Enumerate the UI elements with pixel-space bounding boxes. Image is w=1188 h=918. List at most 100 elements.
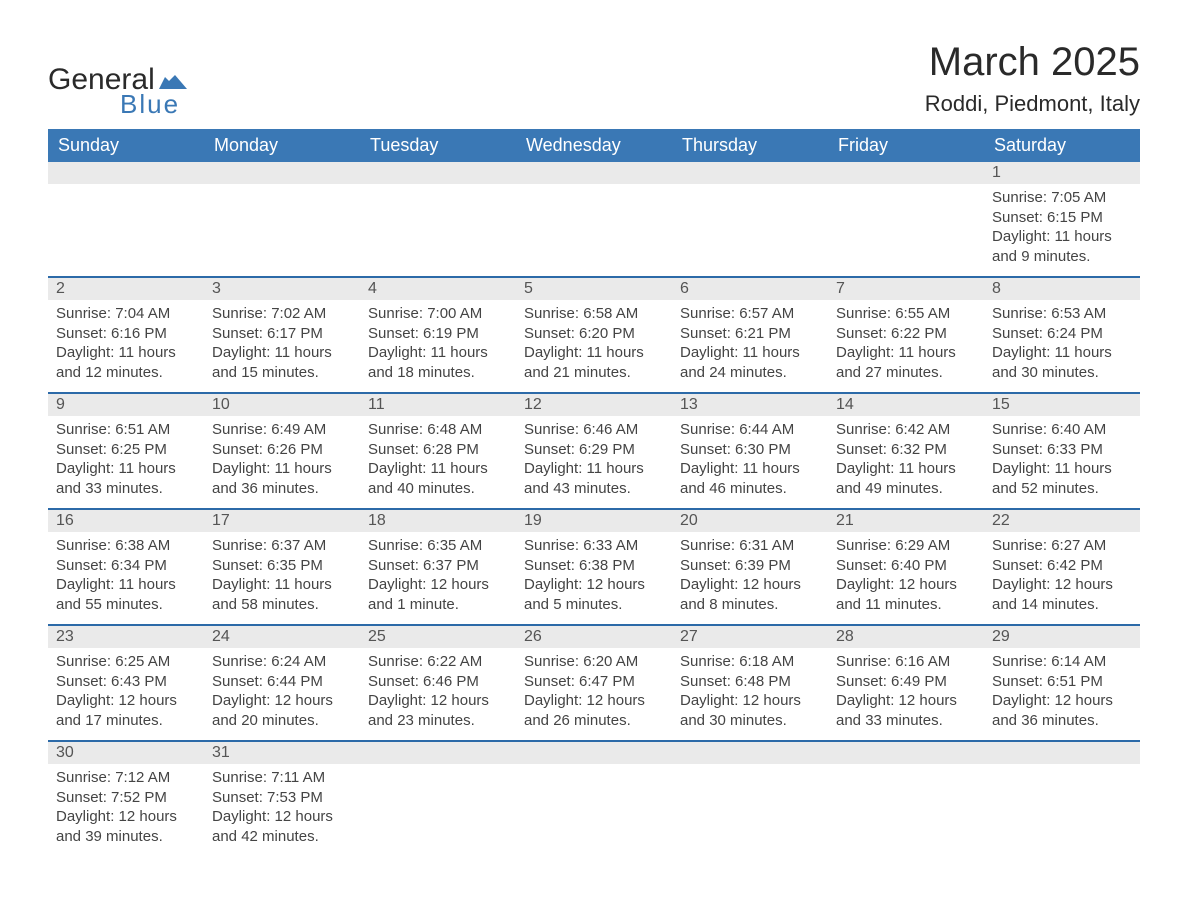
day-data-cell [516,184,672,277]
day-daylight1: Daylight: 11 hours [212,459,352,479]
day-daylight2: and 49 minutes. [836,479,976,499]
day-number-cell: 26 [516,625,672,648]
day-sunrise: Sunrise: 7:04 AM [56,304,196,324]
day-data-cell [48,184,204,277]
day-daylight2: and 15 minutes. [212,363,352,383]
day-sunrise: Sunrise: 6:37 AM [212,536,352,556]
day-data-cell [672,184,828,277]
day-sunrise: Sunrise: 6:55 AM [836,304,976,324]
day-data-cell: Sunrise: 7:02 AMSunset: 6:17 PMDaylight:… [204,300,360,393]
day-number-cell: 2 [48,277,204,300]
day-daylight1: Daylight: 12 hours [992,691,1132,711]
day-data-cell: Sunrise: 6:14 AMSunset: 6:51 PMDaylight:… [984,648,1140,741]
day-number-cell [360,741,516,764]
day-sunset: Sunset: 6:28 PM [368,440,508,460]
day-sunset: Sunset: 6:26 PM [212,440,352,460]
day-number: 1 [992,164,1001,181]
day-daylight2: and 36 minutes. [992,711,1132,731]
day-data-cell: Sunrise: 6:27 AMSunset: 6:42 PMDaylight:… [984,532,1140,625]
day-daylight2: and 5 minutes. [524,595,664,615]
day-data-cell: Sunrise: 6:33 AMSunset: 6:38 PMDaylight:… [516,532,672,625]
day-sunrise: Sunrise: 6:14 AM [992,652,1132,672]
day-number: 15 [992,396,1010,413]
day-sunset: Sunset: 6:15 PM [992,208,1132,228]
day-number-cell: 27 [672,625,828,648]
week-daynum-row: 2345678 [48,277,1140,300]
day-data-cell: Sunrise: 6:29 AMSunset: 6:40 PMDaylight:… [828,532,984,625]
day-sunrise: Sunrise: 6:44 AM [680,420,820,440]
day-sunset: Sunset: 6:21 PM [680,324,820,344]
day-number: 11 [368,396,385,413]
day-sunrise: Sunrise: 6:33 AM [524,536,664,556]
day-daylight2: and 33 minutes. [836,711,976,731]
week-data-row: Sunrise: 7:05 AMSunset: 6:15 PMDaylight:… [48,184,1140,277]
day-data-cell: Sunrise: 6:58 AMSunset: 6:20 PMDaylight:… [516,300,672,393]
day-daylight2: and 36 minutes. [212,479,352,499]
day-daylight2: and 27 minutes. [836,363,976,383]
day-sunrise: Sunrise: 6:58 AM [524,304,664,324]
day-number: 31 [212,744,230,761]
day-sunset: Sunset: 6:16 PM [56,324,196,344]
title-block: March 2025 Roddi, Piedmont, Italy [925,40,1140,117]
calendar-body: 1Sunrise: 7:05 AMSunset: 6:15 PMDaylight… [48,162,1140,856]
day-daylight1: Daylight: 11 hours [56,459,196,479]
day-sunrise: Sunrise: 6:49 AM [212,420,352,440]
day-sunrise: Sunrise: 6:24 AM [212,652,352,672]
day-sunrise: Sunrise: 6:16 AM [836,652,976,672]
day-number-cell: 21 [828,509,984,532]
day-daylight2: and 55 minutes. [56,595,196,615]
week-daynum-row: 1 [48,162,1140,184]
day-data-cell: Sunrise: 6:40 AMSunset: 6:33 PMDaylight:… [984,416,1140,509]
weekday-header: Wednesday [516,129,672,162]
day-daylight1: Daylight: 11 hours [368,459,508,479]
day-number-cell: 19 [516,509,672,532]
day-sunrise: Sunrise: 7:11 AM [212,768,352,788]
day-number: 2 [56,280,65,297]
day-sunset: Sunset: 7:52 PM [56,788,196,808]
day-daylight2: and 26 minutes. [524,711,664,731]
day-number: 6 [680,280,689,297]
day-sunrise: Sunrise: 6:38 AM [56,536,196,556]
day-sunset: Sunset: 6:46 PM [368,672,508,692]
day-daylight1: Daylight: 11 hours [836,343,976,363]
day-sunrise: Sunrise: 6:53 AM [992,304,1132,324]
day-number-cell: 15 [984,393,1140,416]
day-sunset: Sunset: 6:40 PM [836,556,976,576]
day-daylight2: and 52 minutes. [992,479,1132,499]
day-sunset: Sunset: 6:22 PM [836,324,976,344]
day-daylight2: and 21 minutes. [524,363,664,383]
day-sunrise: Sunrise: 6:57 AM [680,304,820,324]
day-number: 28 [836,628,854,645]
day-data-cell: Sunrise: 6:55 AMSunset: 6:22 PMDaylight:… [828,300,984,393]
day-daylight2: and 12 minutes. [56,363,196,383]
day-data-cell: Sunrise: 6:57 AMSunset: 6:21 PMDaylight:… [672,300,828,393]
day-sunset: Sunset: 6:29 PM [524,440,664,460]
day-sunset: Sunset: 6:39 PM [680,556,820,576]
day-daylight1: Daylight: 11 hours [524,343,664,363]
brand-word2: Blue [120,91,187,117]
day-number: 20 [680,512,698,529]
day-daylight2: and 39 minutes. [56,827,196,847]
day-data-cell: Sunrise: 6:37 AMSunset: 6:35 PMDaylight:… [204,532,360,625]
day-number-cell: 24 [204,625,360,648]
day-daylight1: Daylight: 11 hours [680,343,820,363]
day-number-cell: 16 [48,509,204,532]
day-number: 21 [836,512,854,529]
day-daylight2: and 58 minutes. [212,595,352,615]
day-sunrise: Sunrise: 6:22 AM [368,652,508,672]
day-daylight2: and 43 minutes. [524,479,664,499]
day-sunrise: Sunrise: 6:46 AM [524,420,664,440]
day-sunrise: Sunrise: 6:18 AM [680,652,820,672]
day-sunrise: Sunrise: 6:27 AM [992,536,1132,556]
day-data-cell: Sunrise: 6:20 AMSunset: 6:47 PMDaylight:… [516,648,672,741]
calendar-table: Sunday Monday Tuesday Wednesday Thursday… [48,129,1140,856]
day-number: 14 [836,396,854,413]
day-number-cell: 17 [204,509,360,532]
day-sunrise: Sunrise: 6:42 AM [836,420,976,440]
day-daylight1: Daylight: 11 hours [212,575,352,595]
day-sunrise: Sunrise: 7:05 AM [992,188,1132,208]
week-data-row: Sunrise: 7:04 AMSunset: 6:16 PM Daylight:… [48,300,1140,393]
day-number-cell: 29 [984,625,1140,648]
week-daynum-row: 3031 [48,741,1140,764]
day-number-cell: 8 [984,277,1140,300]
